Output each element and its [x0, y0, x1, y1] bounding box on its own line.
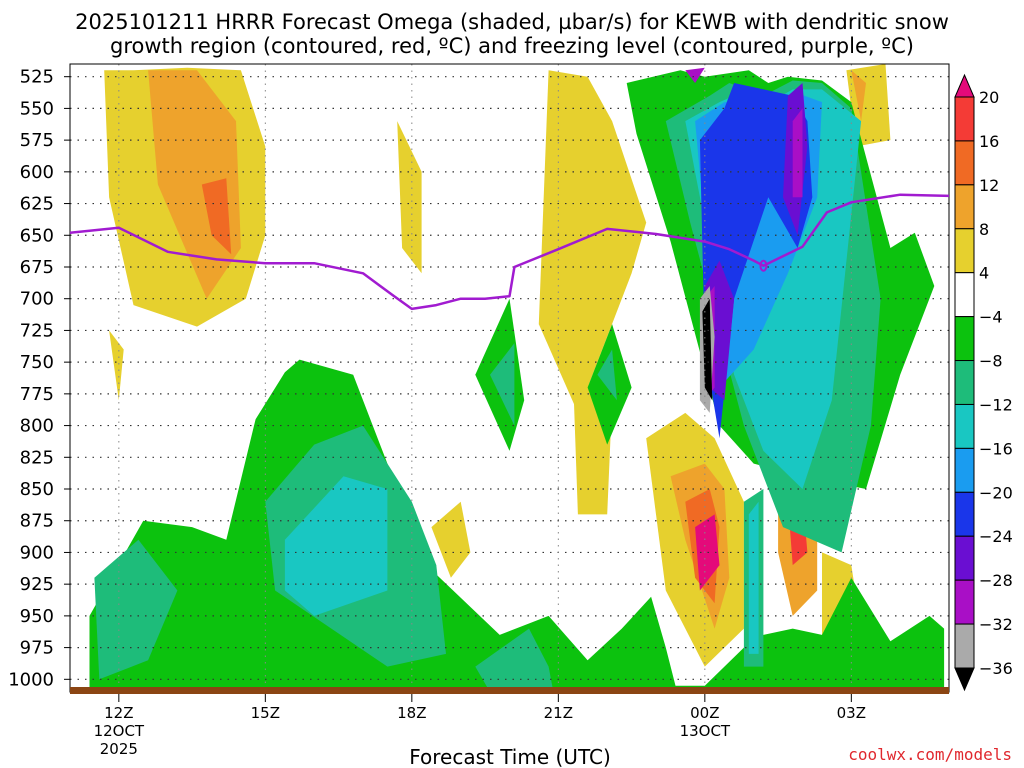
- x-tick-year-12Z: 2025: [100, 740, 138, 758]
- omega-region-1: [148, 70, 241, 299]
- colorbar-box-0: [954, 96, 975, 142]
- omega-region-5: [538, 70, 647, 413]
- colorbar-label-0: 20: [979, 88, 999, 107]
- x-axis-title: Forecast Time (UTC): [409, 745, 611, 768]
- x-tick-date-12Z: 12OCT: [94, 722, 145, 740]
- y-tick-label-850: 850: [20, 479, 54, 500]
- colorbar-label-9: −20: [979, 483, 1013, 502]
- y-tick-label-775: 775: [20, 384, 54, 405]
- y-tick-label-550: 550: [20, 98, 54, 119]
- colorbar-label-6: −8: [979, 352, 1003, 371]
- y-axis-ticks: 525 550 575 600 625 650 675 700 725 750 775 800 825 8…: [8, 67, 70, 690]
- colorbar-box-10: [954, 535, 975, 581]
- omega-region-25: [597, 349, 617, 401]
- x-tick-label-03Z: 03Z: [837, 704, 866, 722]
- colorbar-label-11: −28: [979, 571, 1013, 590]
- y-tick-label-950: 950: [20, 606, 54, 627]
- colorbar-box-12: [954, 623, 975, 669]
- freezing-level-line: [70, 193, 949, 311]
- x-tick-label-18Z: 18Z: [397, 704, 426, 722]
- y-tick-label-650: 650: [20, 225, 54, 246]
- colorbar-box-6: [954, 360, 975, 405]
- colorbar-label-12: −32: [979, 615, 1013, 634]
- x-tick-label-21Z: 21Z: [544, 704, 573, 722]
- omega-region-20: [284, 476, 388, 616]
- x-tick-label-12Z: 12Z: [104, 704, 133, 722]
- omega-region-30: [748, 501, 759, 654]
- chart-title-line-2: growth region (contoured, red, ºC) and f…: [110, 34, 914, 58]
- colorbar-box-2: [954, 184, 975, 230]
- colorbar-box-7: [954, 403, 975, 449]
- colorbar-box-1: [954, 140, 975, 186]
- omega-region-3: [109, 330, 124, 401]
- x-tick-label-15Z: 15Z: [251, 704, 280, 722]
- colorbar-label-3: 8: [979, 220, 989, 239]
- omega-region-18: [94, 539, 178, 680]
- colorbar-box-5: [954, 316, 975, 362]
- colorbar-label-13: −36: [979, 659, 1013, 678]
- credit-text: coolwx.com/models: [848, 745, 1012, 764]
- x-tick-date-00Z: 13OCT: [680, 722, 731, 740]
- ground-bar: [70, 687, 949, 694]
- omega-region-36: [685, 67, 705, 83]
- y-tick-label-575: 575: [20, 130, 54, 151]
- colorbar: 20 16 12 8 4 −4 −8 −12 −16 −20 −24 −28 −32 −36: [954, 73, 1013, 692]
- x-tick-label-00Z: 00Z: [690, 704, 719, 722]
- colorbar-box-11: [954, 579, 975, 625]
- colorbar-label-5: −4: [979, 308, 1003, 327]
- freezing-level-contour: [70, 193, 949, 311]
- omega-region-11: [851, 70, 866, 122]
- y-tick-label-675: 675: [20, 257, 54, 278]
- omega-region-14: [695, 514, 720, 591]
- colorbar-label-10: −24: [979, 527, 1013, 546]
- colorbar-box-4: [954, 272, 975, 318]
- y-tick-label-800: 800: [20, 416, 54, 437]
- colorbar-label-7: −12: [979, 395, 1013, 414]
- chart-title-line-1: 2025101211 HRRR Forecast Omega (shaded, …: [75, 10, 949, 34]
- omega-region-23: [490, 343, 515, 426]
- y-tick-label-625: 625: [20, 194, 54, 215]
- omega-region-35: [792, 108, 803, 198]
- omega-region-2: [201, 178, 232, 255]
- colorbar-top-triangle: [954, 73, 975, 98]
- colorbar-label-2: 12: [979, 176, 999, 195]
- colorbar-box-8: [954, 447, 975, 493]
- y-tick-label-925: 925: [20, 574, 54, 595]
- colorbar-label-1: 16: [979, 132, 999, 151]
- y-tick-label-875: 875: [20, 511, 54, 532]
- y-tick-label-1000: 1000: [8, 669, 54, 690]
- y-tick-label-825: 825: [20, 447, 54, 468]
- colorbar-label-8: −16: [979, 439, 1013, 458]
- colorbar-bottom-triangle: [954, 667, 975, 692]
- y-tick-label-700: 700: [20, 289, 54, 310]
- omega-region-21: [475, 628, 554, 692]
- colorbar-label-4: 4: [979, 264, 989, 283]
- y-tick-label-525: 525: [20, 67, 54, 88]
- y-tick-label-725: 725: [20, 320, 54, 341]
- colorbar-box-3: [954, 228, 975, 274]
- colorbar-box-9: [954, 491, 975, 537]
- freezing-level-loop: [759, 259, 768, 272]
- y-tick-label-750: 750: [20, 352, 54, 373]
- y-tick-label-900: 900: [20, 542, 54, 563]
- y-tick-label-600: 600: [20, 162, 54, 183]
- y-tick-label-975: 975: [20, 638, 54, 659]
- omega-shading: [89, 64, 945, 692]
